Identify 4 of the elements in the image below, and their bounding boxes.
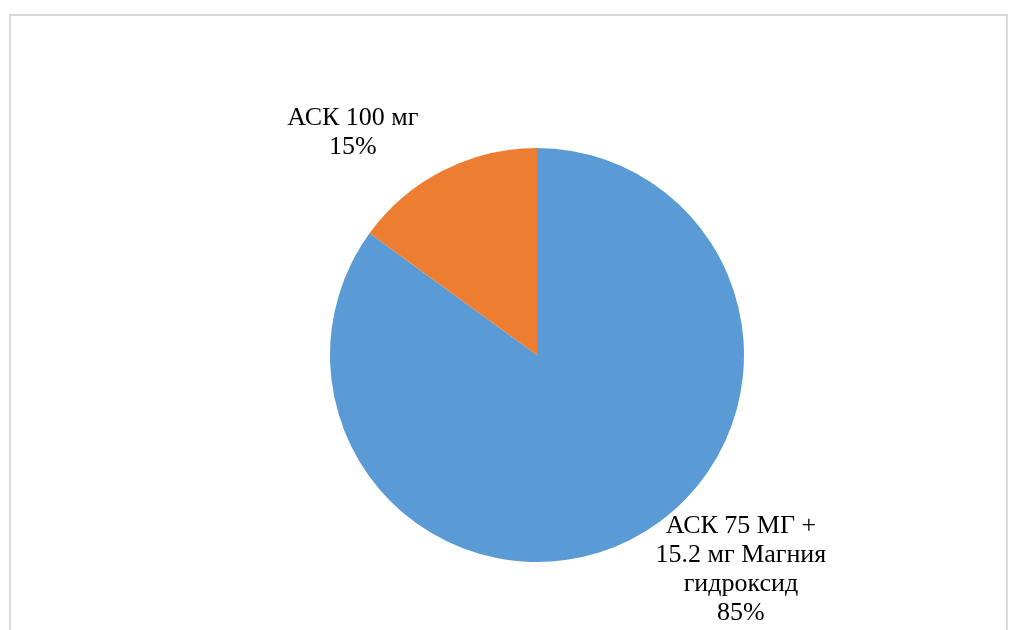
data-label: 15% xyxy=(329,130,377,160)
slice-label: АСК 100 мг xyxy=(287,101,419,131)
data-label: 85% xyxy=(717,597,765,627)
slice-label: АСК 75 МГ + 15.2 мг Магния гидроксид xyxy=(655,510,827,598)
